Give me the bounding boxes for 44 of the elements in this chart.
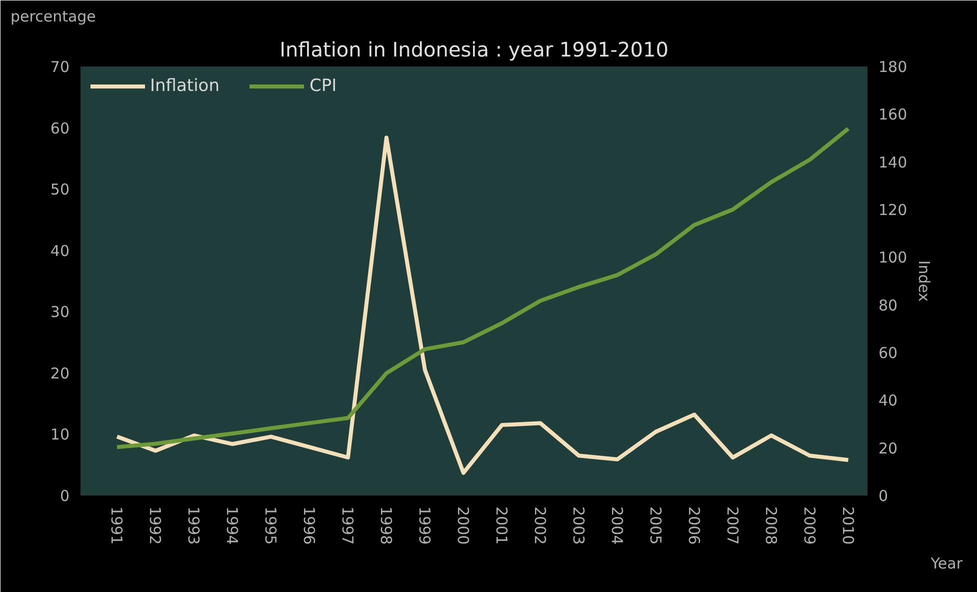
y2-tick-label: 20 — [878, 439, 898, 458]
y2-tick-label: 120 — [878, 201, 908, 219]
y2-axis-title: Index — [915, 260, 934, 302]
y-tick-label: 40 — [50, 242, 70, 260]
x-tick-label: 2005 — [646, 506, 664, 545]
x-tick-label: 2009 — [800, 506, 818, 545]
legend-label: Inflation — [150, 76, 220, 96]
x-tick-label: 1999 — [415, 506, 434, 545]
y2-tick-label: 100 — [878, 248, 908, 267]
x-tick-label: 2007 — [723, 506, 742, 545]
y-axis-title: percentage — [10, 8, 96, 26]
y-tick-label: 70 — [50, 58, 70, 76]
x-axis-title: Year — [930, 554, 964, 572]
x-tick-label: 1993 — [184, 506, 203, 545]
x-tick-label: 2003 — [569, 506, 588, 545]
y-tick-label: 60 — [50, 119, 70, 138]
y2-tick-label: 160 — [878, 106, 908, 124]
y-tick-label: 10 — [50, 426, 70, 444]
x-tick-label: 1994 — [223, 506, 242, 545]
y2-tick-label: 80 — [878, 296, 898, 314]
chart-title: Inflation in Indonesia : year 1991-2010 — [280, 38, 668, 62]
x-tick-label: 2008 — [762, 506, 780, 545]
x-tick-label: 2001 — [492, 506, 510, 545]
y-tick-label: 0 — [60, 487, 70, 505]
x-tick-label: 2004 — [608, 506, 626, 545]
x-tick-label: 1995 — [261, 506, 280, 545]
x-tick-label: 1998 — [376, 506, 395, 545]
y2-tick-label: 60 — [878, 344, 898, 362]
y-tick-label: 20 — [50, 364, 70, 382]
y-tick-label: 50 — [50, 180, 70, 199]
x-tick-label: 2002 — [530, 506, 549, 545]
x-tick-label: 1992 — [146, 506, 164, 545]
y2-tick-label: 180 — [878, 58, 908, 76]
y2-tick-label: 140 — [878, 153, 908, 172]
y2-tick-label: 0 — [878, 487, 888, 505]
x-tick-label: 2006 — [684, 506, 703, 545]
x-tick-label: 1991 — [108, 506, 126, 545]
x-tick-label: 2000 — [454, 506, 472, 545]
x-tick-label: 1997 — [338, 506, 356, 545]
legend-label: CPI — [309, 76, 337, 96]
y2-tick-label: 40 — [878, 392, 898, 410]
x-tick-label: 2010 — [838, 506, 857, 545]
x-tick-label: 1996 — [300, 506, 318, 545]
y-tick-label: 30 — [50, 303, 70, 322]
